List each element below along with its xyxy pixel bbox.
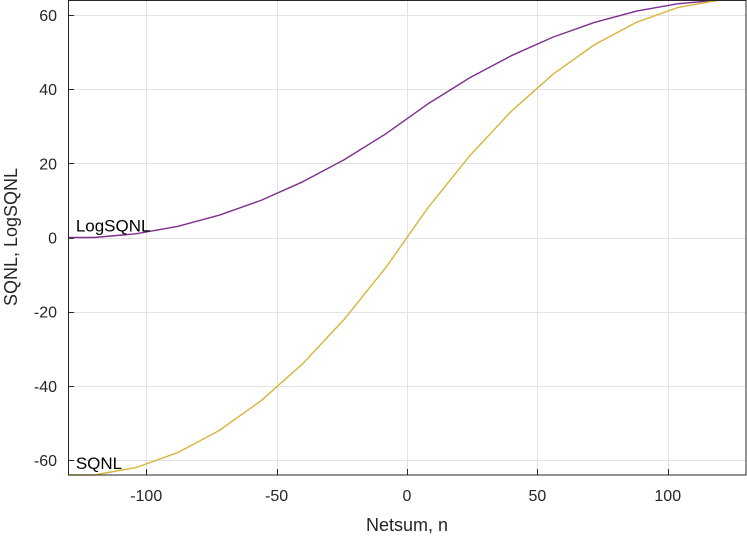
y-tick-label: 60 <box>39 8 57 25</box>
x-tick-label: -50 <box>265 488 288 505</box>
y-tick-label: -60 <box>34 453 57 470</box>
y-tick-label: 0 <box>48 231 57 248</box>
x-tick-label: 100 <box>654 488 681 505</box>
x-tick-labels: -100 -50 0 50 100 <box>130 488 681 505</box>
annotation-sqnl: SQNL <box>76 454 122 473</box>
y-tick-label: -40 <box>34 379 57 396</box>
y-gridlines <box>68 15 746 461</box>
plot-frame <box>68 0 747 476</box>
y-axis-title: SQNL, LogSQNL <box>1 168 21 306</box>
y-tick-label: -20 <box>34 305 57 322</box>
annotation-logsqnl: LogSQNL <box>76 216 151 235</box>
x-axis-title: Netsum, n <box>366 515 448 535</box>
series-line-sqnl <box>68 0 746 476</box>
series-line-logsqnl <box>68 0 746 239</box>
y-tick-label: 20 <box>39 156 57 173</box>
annotation-layer: LogSQNL SQNL <box>76 216 151 473</box>
y-tick-labels: -60 -40 -20 0 20 40 60 <box>34 8 57 470</box>
x-tick-label: 50 <box>528 488 546 505</box>
series-layer <box>68 0 746 476</box>
y-tick-label: 40 <box>39 82 57 99</box>
x-tick-label: -100 <box>130 488 162 505</box>
x-tick-label: 0 <box>403 488 412 505</box>
x-gridlines <box>146 0 669 475</box>
